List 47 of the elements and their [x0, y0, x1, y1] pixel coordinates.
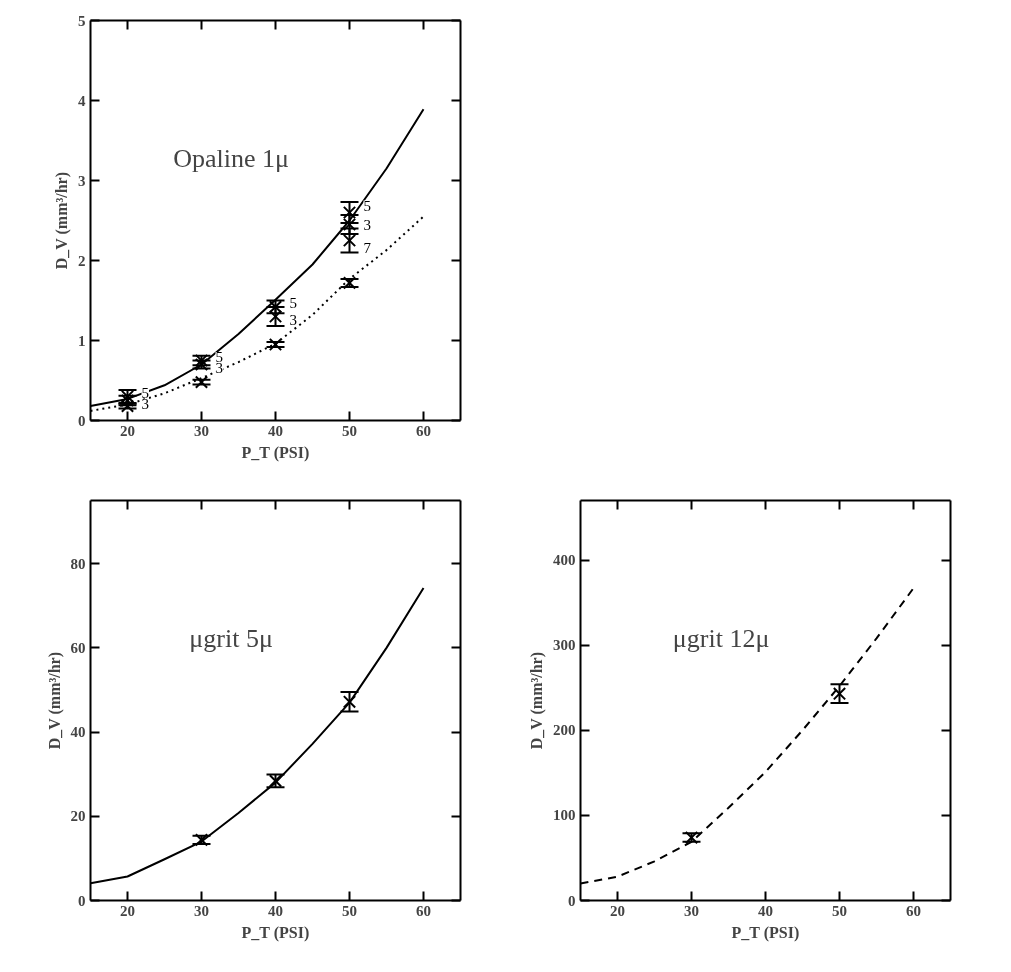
y-axis-title: D_V (mm³/hr): [53, 171, 71, 270]
y-tick-label: 60: [70, 639, 86, 656]
x-tick-label: 40: [268, 422, 283, 439]
y-tick-label: 0: [78, 892, 86, 909]
x-tick-label: 60: [416, 902, 431, 919]
y-tick-label: 4: [78, 92, 86, 109]
y-tick-label: 40: [70, 724, 86, 741]
y-tick-label: 20: [70, 808, 86, 825]
y-tick-label: 0: [568, 892, 576, 909]
annotation: 5: [363, 197, 371, 214]
x-axis-title: P_T (PSI): [241, 923, 310, 942]
y-tick-label: 80: [70, 555, 86, 572]
x-tick-label: 50: [342, 422, 357, 439]
x-axis-title: P_T (PSI): [241, 443, 310, 462]
x-tick-label: 60: [906, 902, 921, 919]
x-tick-label: 60: [416, 422, 431, 439]
y-tick-label: 100: [553, 807, 576, 824]
y-axis-title: D_V (mm³/hr): [528, 651, 546, 750]
text: μgrit 5μ: [189, 623, 273, 653]
text: μgrit 12μ: [672, 623, 770, 653]
y-tick-label: 5: [78, 12, 86, 29]
x-tick-label: 30: [194, 422, 209, 439]
annotation: 3: [363, 216, 371, 233]
y-tick-label: 200: [553, 722, 576, 739]
annotation: 5: [289, 295, 297, 312]
annotation: 7: [363, 239, 372, 256]
text: Opaline 1μ: [173, 143, 289, 173]
annotation: 5: [141, 385, 149, 401]
annotation: 5: [215, 349, 223, 365]
x-tick-label: 20: [120, 902, 135, 919]
x-tick-label: 50: [832, 902, 847, 919]
annotation: 3: [289, 312, 297, 328]
y-tick-label: 1: [78, 332, 86, 349]
y-tick-label: 2: [78, 252, 86, 269]
y-axis-title: D_V (mm³/hr): [45, 651, 64, 750]
x-tick-label: 40: [268, 902, 283, 919]
y-tick-label: 400: [553, 552, 576, 569]
x-tick-label: 20: [610, 902, 625, 919]
x-tick-label: 40: [758, 902, 773, 919]
x-tick-label: 50: [342, 902, 357, 919]
x-tick-label: 30: [194, 902, 209, 919]
x-axis-title: P_T (PSI): [731, 923, 800, 942]
y-tick-label: 300: [553, 637, 576, 654]
x-tick-label: 20: [120, 422, 135, 439]
y-tick-label: 3: [78, 172, 86, 189]
x-tick-label: 30: [684, 902, 699, 919]
y-tick-label: 0: [78, 412, 86, 429]
